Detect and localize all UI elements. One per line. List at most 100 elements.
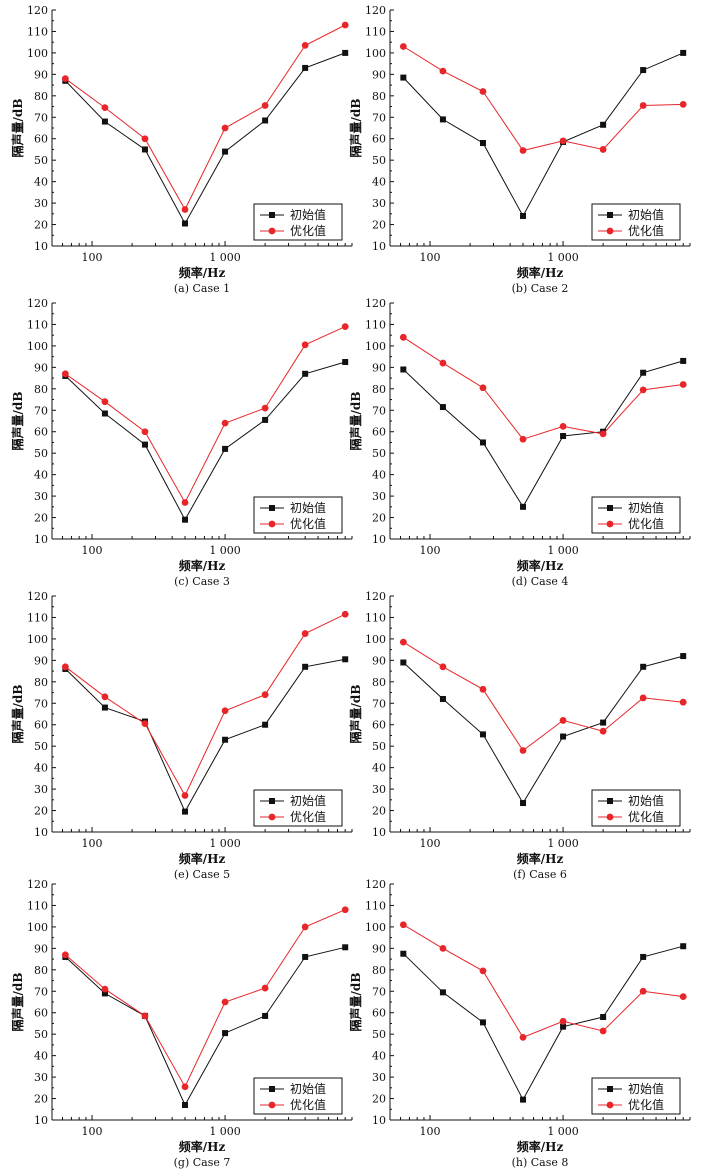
data-point-initial — [479, 439, 486, 446]
data-point-initial — [439, 989, 446, 996]
data-point-optimized — [639, 694, 647, 702]
data-point-optimized — [519, 147, 527, 154]
data-point-initial — [680, 49, 687, 56]
y-tick-label: 100 — [27, 921, 48, 934]
data-point-optimized — [679, 381, 687, 388]
data-point-optimized — [141, 1012, 149, 1020]
panel-caption: (e) Case 5 — [174, 868, 230, 881]
data-point-initial — [222, 148, 229, 155]
data-point-optimized — [61, 663, 69, 671]
y-tick-label: 20 — [372, 1093, 386, 1106]
x-axis-title: 频率/Hz — [517, 1139, 564, 1154]
x-tick-label: 100 — [82, 544, 103, 557]
y-tick-label: 40 — [372, 1050, 386, 1063]
y-tick-label: 70 — [372, 111, 386, 124]
data-point-initial — [141, 146, 148, 153]
data-point-optimized — [61, 951, 69, 959]
y-tick-label: 50 — [372, 1028, 386, 1041]
data-point-initial — [560, 1023, 567, 1030]
data-point-optimized — [261, 691, 269, 699]
y-tick-label: 100 — [365, 340, 386, 353]
data-point-optimized — [341, 323, 349, 330]
x-tick-label: 1 000 — [209, 1125, 241, 1138]
y-tick-label: 120 — [365, 4, 386, 17]
y-axis-title: 隔声量/dB — [10, 99, 25, 158]
data-point-optimized — [479, 685, 487, 693]
data-point-optimized — [679, 698, 687, 706]
data-point-optimized — [599, 430, 607, 438]
legend-marker-initial — [607, 1086, 613, 1092]
y-tick-label: 50 — [372, 740, 386, 753]
y-tick-label: 30 — [34, 490, 48, 503]
series-line-initial — [65, 361, 346, 521]
y-tick-label: 60 — [372, 1007, 386, 1020]
data-point-initial — [479, 731, 486, 738]
data-point-initial — [680, 357, 687, 364]
y-tick-label: 90 — [372, 942, 386, 955]
legend-label: 初始值 — [628, 793, 664, 808]
y-tick-label: 10 — [372, 826, 386, 839]
y-tick-label: 20 — [34, 805, 48, 818]
legend-label: 优化值 — [628, 223, 664, 238]
chart-panel-5: 10 20 30 40 50 60 70 80 90 100 110 120 100 1 000频率/Hz… — [10, 590, 353, 881]
y-tick-label: 40 — [372, 176, 386, 189]
data-point-optimized — [341, 21, 349, 29]
legend-marker-optimized — [268, 520, 276, 528]
y-tick-label: 10 — [372, 533, 386, 546]
series-line-optimized — [65, 326, 346, 504]
y-tick-label: 70 — [34, 985, 48, 998]
y-tick-label: 110 — [27, 611, 48, 624]
data-point-initial — [182, 220, 189, 227]
chart-panel-2: 10 20 30 40 50 60 70 80 90 100 110 120 100 1 000频率/Hz… — [348, 4, 691, 295]
y-tick-label: 120 — [27, 4, 48, 17]
y-tick-label: 80 — [372, 676, 386, 689]
data-point-initial — [680, 943, 687, 950]
data-point-optimized — [439, 67, 447, 75]
data-point-initial — [400, 659, 407, 666]
data-point-initial — [520, 503, 527, 510]
y-tick-label: 80 — [372, 383, 386, 396]
y-tick-label: 100 — [27, 340, 48, 353]
panel-caption: (b) Case 2 — [512, 282, 569, 295]
data-point-initial — [680, 653, 687, 660]
legend-box — [591, 496, 681, 534]
series-line-initial — [403, 655, 684, 804]
data-point-initial — [520, 800, 527, 807]
y-tick-label: 90 — [34, 361, 48, 374]
data-point-optimized — [181, 206, 189, 213]
data-point-initial — [342, 359, 349, 365]
data-point-initial — [101, 990, 108, 997]
data-point-optimized — [341, 610, 349, 618]
series-line-optimized — [403, 336, 684, 440]
data-point-initial — [400, 366, 407, 373]
y-tick-label: 20 — [34, 512, 48, 525]
series-line-initial — [403, 360, 684, 508]
legend-label: 初始值 — [628, 207, 664, 222]
y-tick-label: 120 — [27, 878, 48, 891]
data-point-initial — [302, 64, 309, 71]
legend-marker-optimized — [606, 227, 614, 235]
y-tick-label: 20 — [34, 219, 48, 232]
legend-marker-initial — [607, 212, 613, 218]
data-point-optimized — [639, 102, 647, 109]
y-tick-label: 110 — [365, 318, 386, 331]
data-point-optimized — [261, 404, 269, 412]
y-tick-label: 50 — [372, 154, 386, 167]
legend-box — [591, 203, 681, 241]
y-tick-label: 80 — [372, 964, 386, 977]
data-point-optimized — [301, 923, 309, 931]
x-tick-label: 100 — [420, 251, 441, 264]
legend-box — [253, 1077, 343, 1115]
y-tick-label: 110 — [27, 899, 48, 912]
x-tick-label: 100 — [82, 837, 103, 850]
data-point-optimized — [101, 693, 109, 701]
data-point-initial — [222, 445, 229, 452]
series-line-initial — [403, 52, 684, 218]
y-tick-label: 30 — [372, 1071, 386, 1084]
x-axis-title: 频率/Hz — [179, 1139, 226, 1154]
